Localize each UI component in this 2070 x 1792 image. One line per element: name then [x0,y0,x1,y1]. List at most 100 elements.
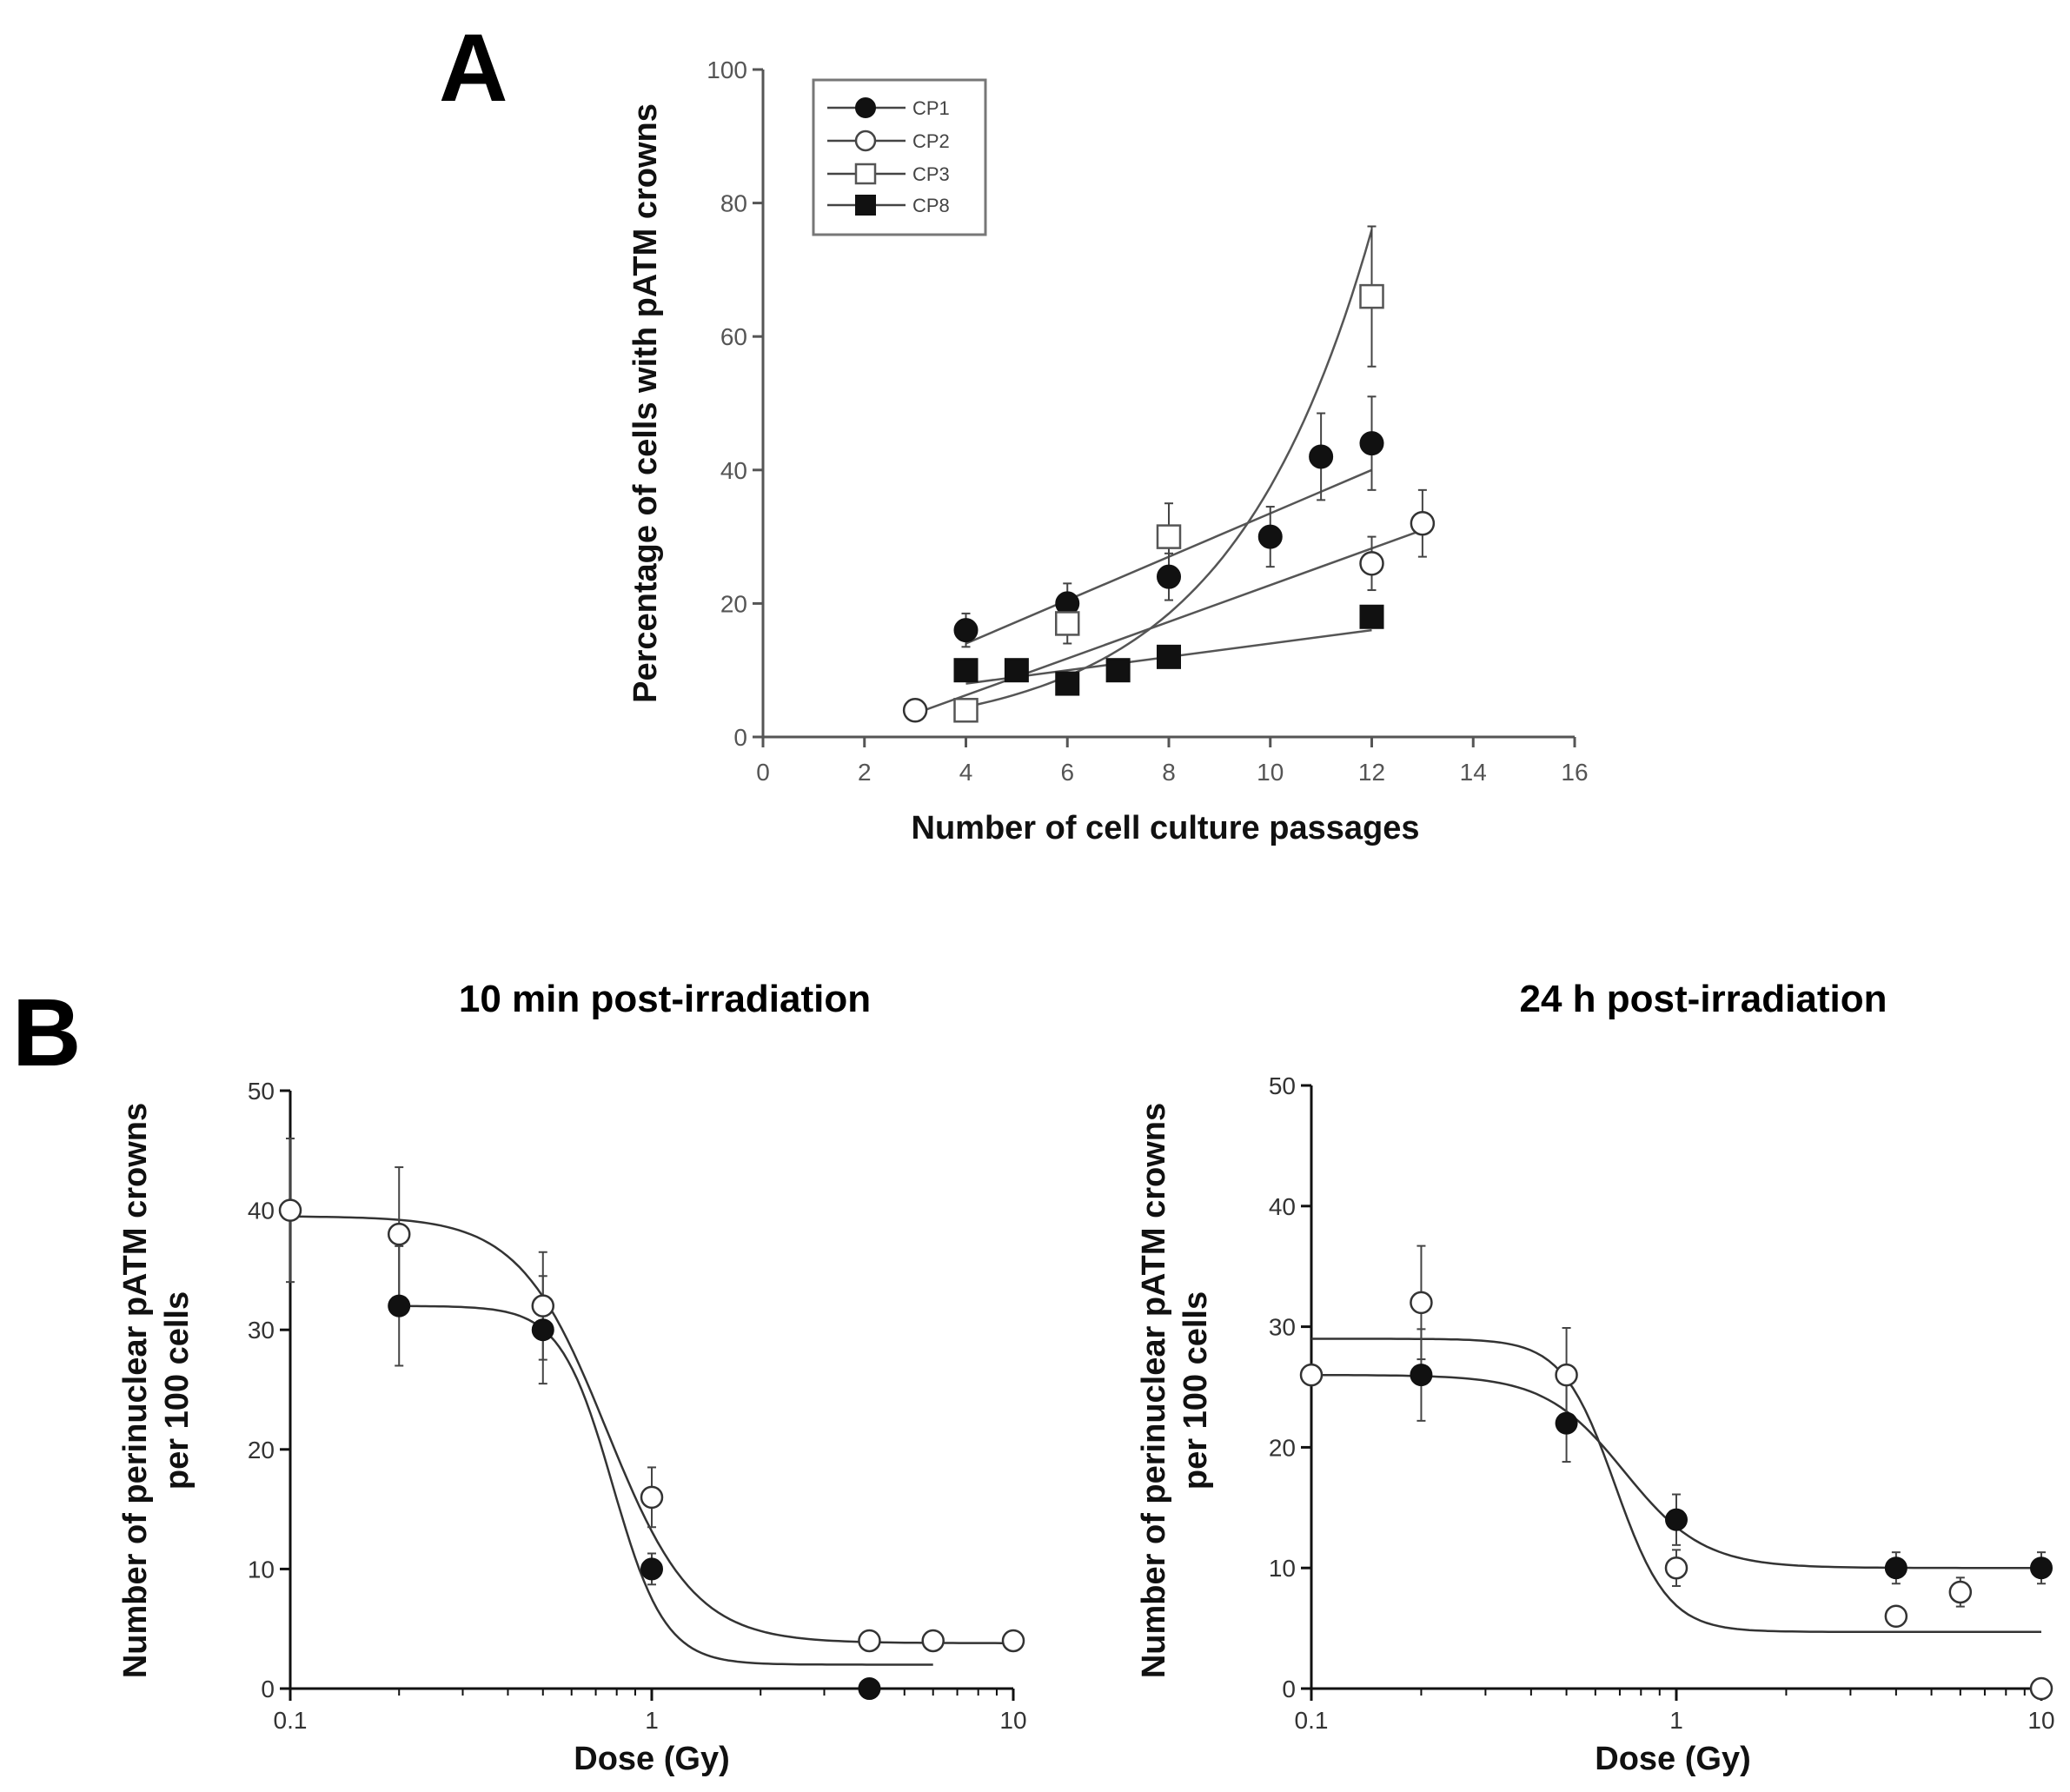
point-open-6 [2029,1676,2053,1701]
legend-item-cp2: CP2 [827,129,950,152]
point-open-3 [640,1485,664,1510]
legend-box [812,78,987,236]
y-tick-label-50: 50 [1269,1072,1296,1099]
panel-label-a: A [439,15,508,122]
point-cp3-0 [953,698,979,723]
legend-label-cp3: CP3 [912,163,950,185]
x-tick-label-16: 16 [1561,759,1588,786]
point-filled-4 [2030,1556,2053,1580]
point-cp3-2 [1156,524,1182,549]
y-tick-label-20: 20 [1269,1434,1296,1461]
point-open-0 [278,1198,302,1222]
point-open-0 [1299,1363,1324,1387]
legend-label-cp1: CP1 [912,97,950,119]
point-cp8-3 [1105,658,1131,683]
point-cp8-4 [1157,644,1181,669]
y-tick-label-100: 100 [707,56,747,83]
x-axis-label: Number of cell culture passages [912,810,1420,846]
point-cp3-3 [1359,283,1384,309]
legend-marker-cp3 [854,163,877,185]
x-ticks: 0.1 1 10 [1295,1689,2055,1734]
y-tick-label-60: 60 [720,323,747,350]
y-tick-label-0: 0 [733,724,747,751]
data-points [1299,1291,2053,1701]
x-tick-label-8: 8 [1162,759,1176,786]
legend-marker-cp8 [855,195,876,216]
point-cp8-2 [1055,671,1080,696]
point-cp2-1 [1359,551,1384,576]
point-open-1 [1410,1291,1433,1315]
point-filled-1 [1555,1411,1578,1435]
x-tick-label-6: 6 [1060,759,1074,786]
chart-title-b-right: 24 h post-irradiation [1520,978,1888,1020]
x-tick-label-0-1: 0.1 [1295,1707,1329,1734]
y-tick-label-50: 50 [248,1078,275,1105]
y-axis-label-line2: per 100 cells [159,1291,196,1490]
x-tick-label-10: 10 [2027,1707,2054,1734]
y-axis-label: Percentage of cells with pATM crowns [627,103,664,703]
point-filled-2 [1665,1508,1688,1531]
point-open-2 [531,1294,555,1317]
x-tick-label-1: 1 [645,1707,659,1734]
y-tick-label-0: 0 [261,1676,275,1702]
point-cp8-1 [1004,658,1029,683]
point-open-5 [921,1629,945,1653]
panel-label-b: B [12,979,81,1086]
point-open-4 [858,1629,881,1653]
point-cp1-5 [1359,431,1384,456]
fit-cp2 [914,528,1423,715]
legend-item-cp8: CP8 [827,195,950,216]
y-tick-label-10: 10 [1269,1555,1296,1582]
x-tick-label-4: 4 [959,759,973,786]
point-cp1-4 [1309,444,1334,469]
point-cp1-2 [1157,564,1181,589]
x-axis-label: Dose (Gy) [574,1741,729,1777]
point-filled-1 [531,1318,554,1342]
y-tick-label-0: 0 [1282,1676,1296,1702]
legend-item-cp3: CP3 [827,163,950,185]
point-cp2-2 [1410,510,1436,536]
point-filled-0 [388,1294,411,1317]
fit-open [1311,1337,2041,1634]
point-cp1-0 [953,618,979,643]
point-cp8-5 [1359,604,1384,629]
y-tick-label-10: 10 [248,1556,275,1583]
x-axis-label: Dose (Gy) [1595,1741,1750,1777]
legend: CP1 CP2 CP3 CP8 [812,78,987,236]
point-open-5 [1948,1580,1973,1604]
x-tick-label-0-1: 0.1 [274,1707,308,1734]
legend-item-cp1: CP1 [827,97,950,119]
x-ticks: 0 2 4 6 8 10 12 14 16 [756,737,1589,786]
x-tick-label-1: 1 [1669,1707,1683,1734]
y-tick-label-20: 20 [248,1437,275,1463]
chart-a: 0 20 40 60 80 100 0 2 4 6 8 10 12 14 16 Number of cel… [627,56,1589,846]
point-filled-3 [858,1677,881,1700]
error-bars [961,225,1427,721]
y-tick-label-30: 30 [248,1317,275,1344]
x-tick-label-2: 2 [858,759,872,786]
point-open-6 [1001,1629,1025,1653]
point-open-4 [1884,1604,1908,1628]
y-axis-label-line1: Number of perinuclear pATM crowns [117,1103,154,1678]
point-cp8-0 [953,658,979,683]
y-ticks: 0 10 20 30 40 50 [248,1078,290,1702]
data-points [278,1198,1025,1700]
chart-b-left: 10 min post-irradiation 0 10 20 30 40 50 0.1 1… [117,978,1027,1777]
legend-marker-cp2 [854,129,877,152]
y-axis-label-line1: Number of perinuclear pATM crowns [1136,1103,1172,1678]
legend-label-cp8: CP8 [912,195,950,216]
y-ticks: 0 10 20 30 40 50 [1269,1072,1311,1702]
fit-open [289,1215,1013,1644]
point-cp2-0 [902,698,928,723]
fit-lines [914,229,1423,715]
y-tick-label-40: 40 [248,1198,275,1225]
legend-marker-cp1 [855,97,876,118]
x-tick-label-10: 10 [999,1707,1026,1734]
y-tick-label-40: 40 [720,457,747,484]
y-tick-label-20: 20 [720,590,747,617]
point-cp3-1 [1055,611,1080,636]
y-tick-label-40: 40 [1269,1193,1296,1220]
y-axis-label-line2: per 100 cells [1178,1291,1214,1490]
x-ticks: 0.1 1 10 [274,1689,1027,1734]
